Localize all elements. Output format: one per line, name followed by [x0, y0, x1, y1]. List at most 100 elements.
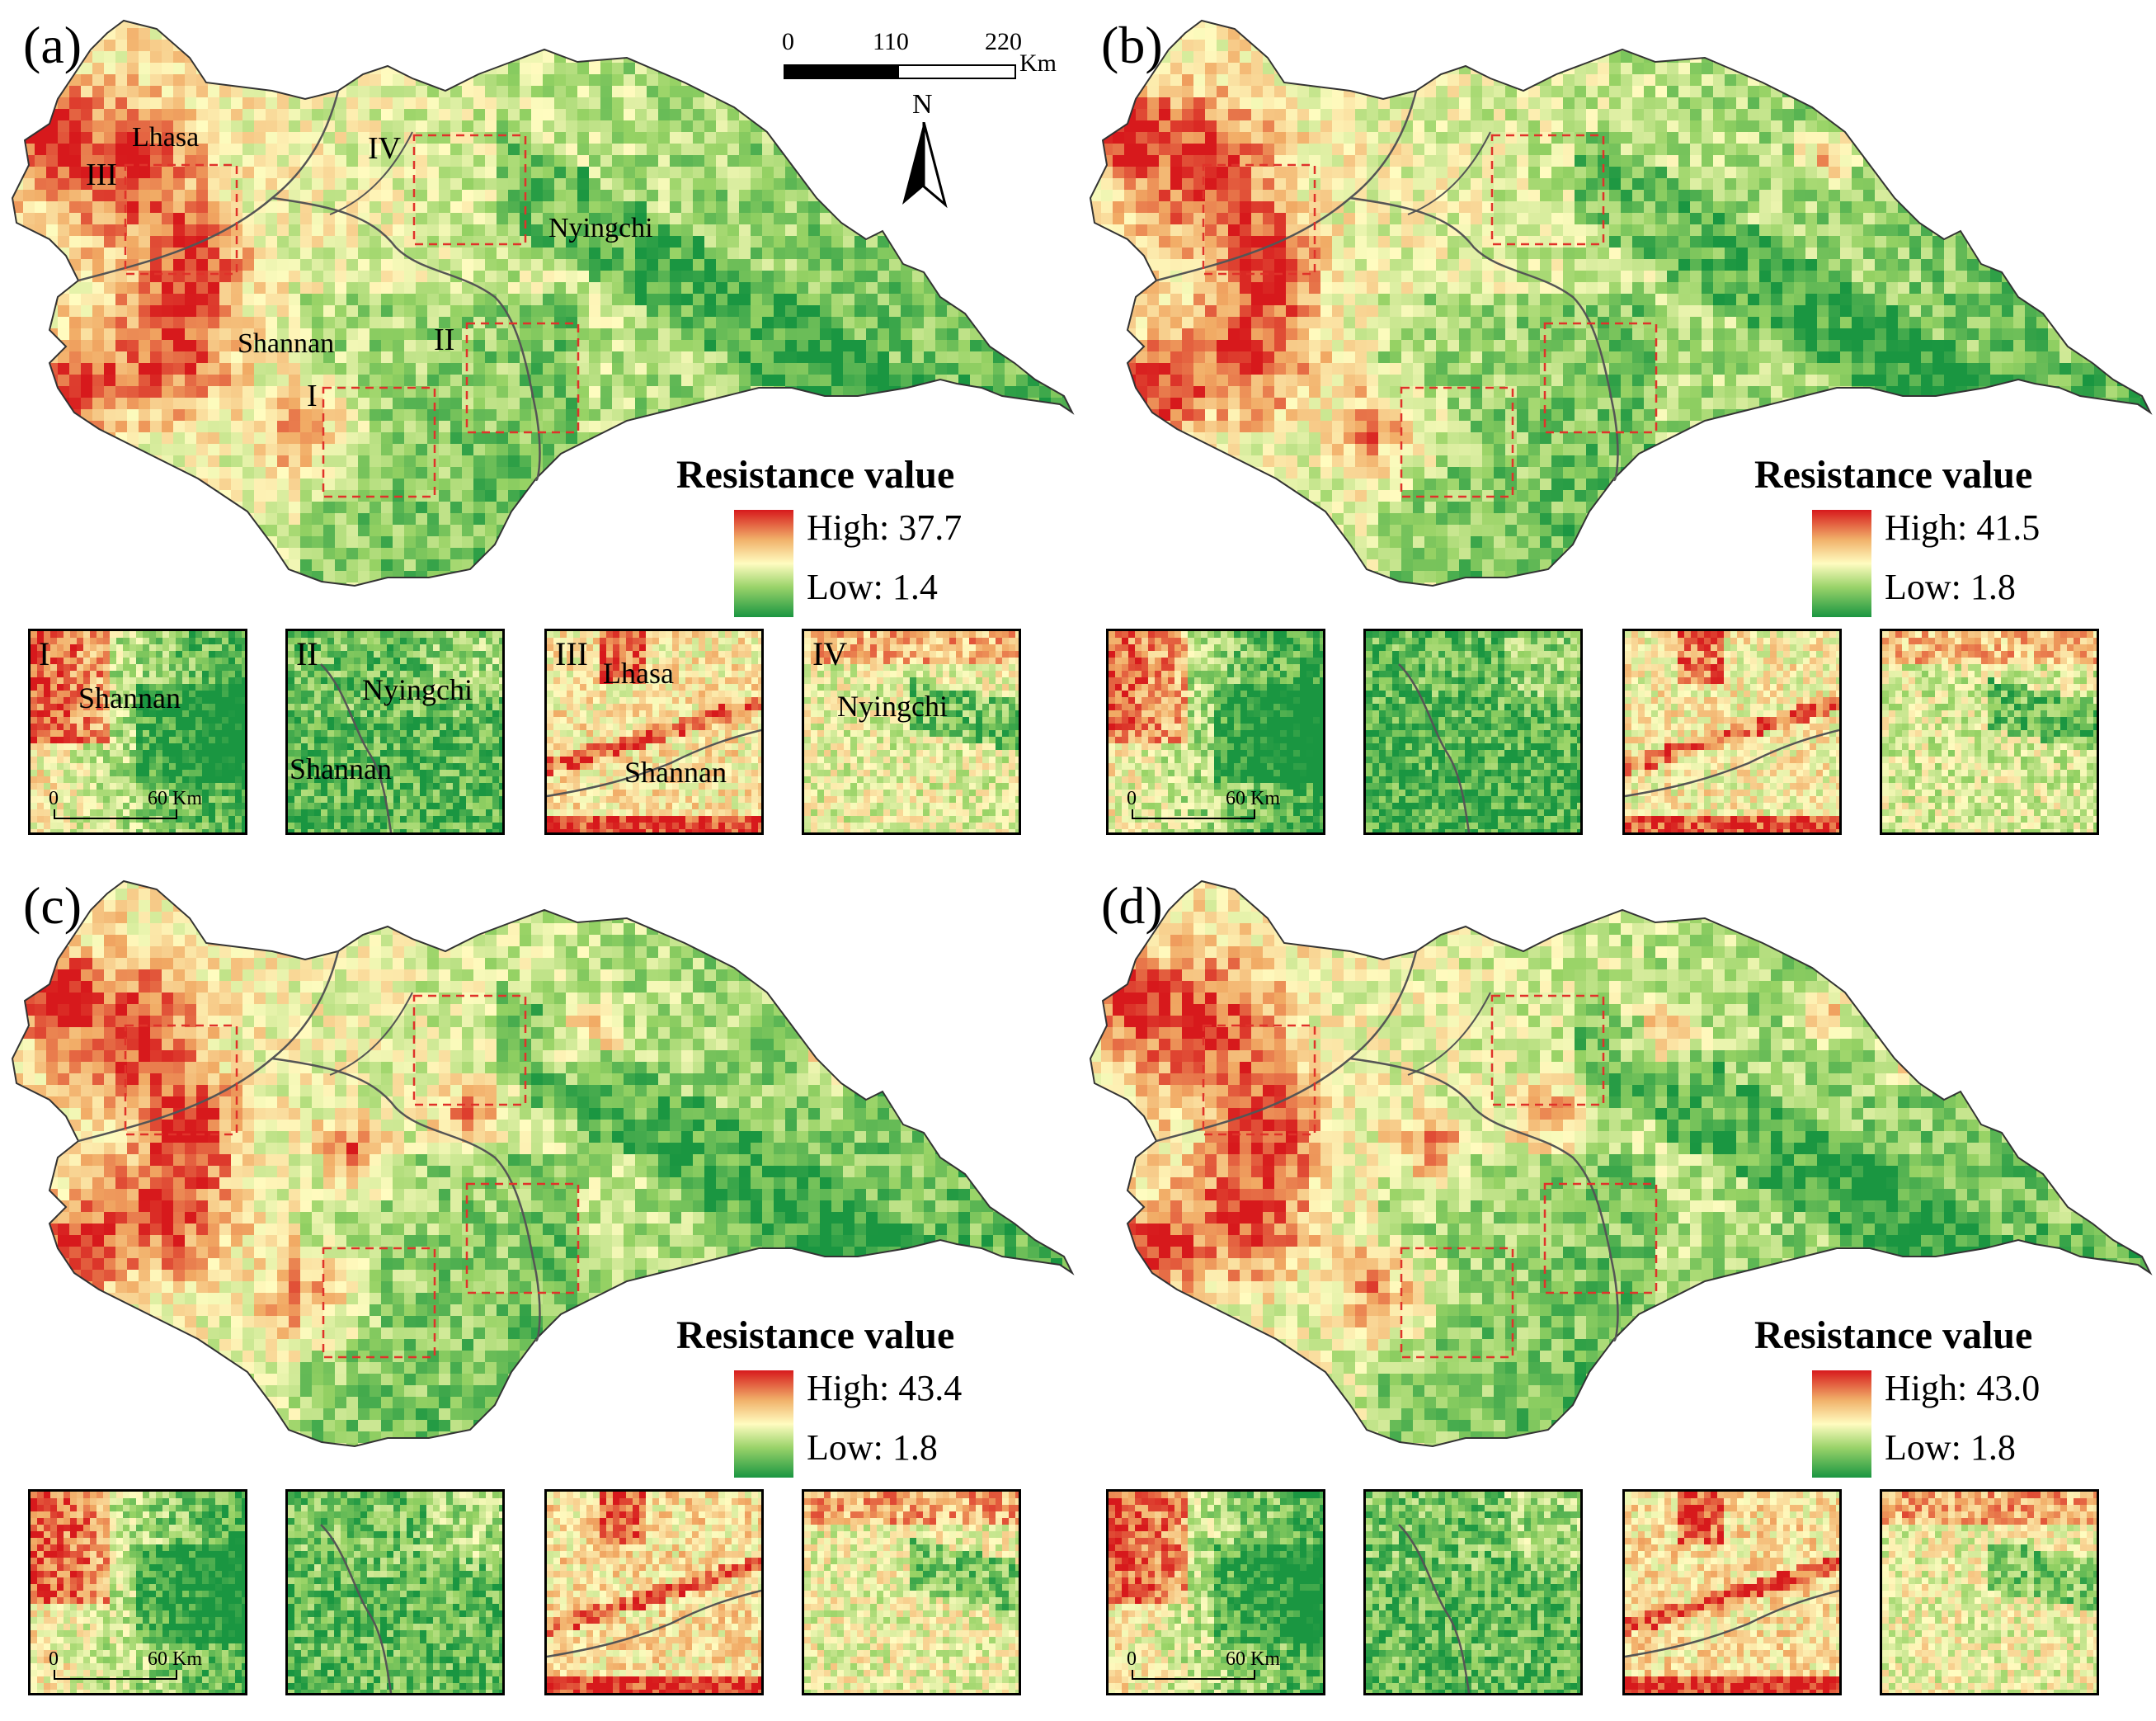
inset-scale-sixty: 60 Km — [1226, 1648, 1280, 1671]
inset-map — [804, 631, 1019, 832]
legend: Resistance value High: 43.4 Low: 1.8 — [676, 1313, 1039, 1486]
place-label-lhasa: Lhasa — [132, 122, 199, 153]
inset-scale-line — [1132, 1670, 1255, 1680]
legend: Resistance value High: 43.0 Low: 1.8 — [1754, 1313, 2117, 1486]
inset-scale-line — [54, 1670, 177, 1680]
north-letter: N — [912, 89, 933, 120]
legend-color-ramp — [734, 510, 793, 617]
scale-bar: 0 110 220 Km — [782, 28, 1062, 94]
inset-iii — [544, 1489, 764, 1695]
panel-label: (d) — [1101, 875, 1163, 936]
panel-label: (b) — [1101, 15, 1163, 76]
place-label-nyingchi: Nyingchi — [548, 213, 653, 244]
inset-iii — [1622, 629, 1842, 835]
legend-high-value: High: 43.0 — [1885, 1367, 2040, 1409]
region-label-ii: II — [434, 322, 454, 358]
inset-map — [1109, 1492, 1323, 1693]
inset-place-label: Nyingchi — [837, 689, 948, 724]
inset-iv: IV Nyingchi — [802, 629, 1021, 835]
legend-high-value: High: 43.4 — [807, 1367, 962, 1409]
resistance-map — [1089, 19, 2153, 587]
region-label-iv: IV — [368, 130, 401, 167]
panel-label: (a) — [23, 15, 82, 76]
inset-iii: III Lhasa Shannan — [544, 629, 764, 835]
inset-scale-bar: 0 60 Km — [49, 788, 202, 821]
inset-map — [1366, 1492, 1580, 1693]
scale-unit: Km — [1019, 50, 1057, 78]
region-label-i: I — [307, 378, 318, 414]
inset-place-label: Shannan — [78, 681, 181, 715]
inset-map — [547, 631, 761, 832]
inset-map — [1625, 1492, 1839, 1693]
inset-scale-sixty: 60 Km — [148, 1648, 202, 1671]
inset-scale-zero: 0 — [1127, 1648, 1137, 1671]
legend-high-value: High: 37.7 — [807, 507, 962, 549]
inset-scale-zero: 0 — [1127, 788, 1137, 810]
map-panel-a: (a) Lhasa Nyingchi Shannan I II III IV 0… — [0, 0, 1078, 860]
inset-place-label: Shannan — [624, 755, 727, 790]
legend-low-value: Low: 1.8 — [1885, 1426, 2016, 1469]
inset-map — [1882, 631, 2097, 832]
inset-map — [31, 631, 245, 832]
inset-map — [1882, 1492, 2097, 1693]
inset-ii: II Nyingchi Shannan — [285, 629, 505, 835]
legend-color-ramp — [1812, 510, 1871, 617]
legend-low-value: Low: 1.8 — [1885, 566, 2016, 608]
map-panel-b: (b) Resistance value High: 41.5 Low: 1.8… — [1078, 0, 2156, 860]
legend: Resistance value High: 37.7 Low: 1.4 — [676, 452, 1039, 625]
inset-map — [1109, 631, 1323, 832]
inset-map — [288, 1492, 502, 1693]
inset-iii — [1622, 1489, 1842, 1695]
legend-color-ramp — [1812, 1370, 1871, 1478]
inset-scale-sixty: 60 Km — [148, 788, 202, 810]
map-panel-c: (c) Resistance value High: 43.4 Low: 1.8… — [0, 860, 1078, 1721]
scale-tick-110: 110 — [873, 28, 909, 56]
inset-ii — [1363, 629, 1583, 835]
inset-ii — [1363, 1489, 1583, 1695]
resistance-map — [11, 19, 1075, 587]
legend-title: Resistance value — [676, 452, 954, 497]
inset-place-label: Lhasa — [603, 656, 674, 691]
resistance-map — [11, 879, 1075, 1448]
region-label-iii: III — [86, 157, 117, 193]
inset-iv — [1880, 629, 2099, 835]
legend-high-value: High: 41.5 — [1885, 507, 2040, 549]
inset-ii — [285, 1489, 505, 1695]
inset-scale-zero: 0 — [49, 1648, 59, 1671]
inset-place-label: Shannan — [290, 752, 392, 786]
legend-title: Resistance value — [1754, 452, 2032, 497]
legend-title: Resistance value — [676, 1313, 954, 1358]
scale-segment-black — [784, 64, 899, 79]
inset-scale-line — [54, 809, 177, 819]
legend: Resistance value High: 41.5 Low: 1.8 — [1754, 452, 2117, 625]
inset-scale-line — [1132, 809, 1255, 819]
place-label-shannan: Shannan — [238, 328, 334, 360]
north-arrow: N — [899, 89, 949, 213]
inset-scale-bar: 0 60 Km — [1127, 788, 1280, 821]
inset-numeral: III — [555, 634, 588, 673]
inset-scale-sixty: 60 Km — [1226, 788, 1280, 810]
inset-numeral: II — [296, 634, 318, 673]
inset-numeral: IV — [812, 634, 847, 673]
legend-color-ramp — [734, 1370, 793, 1478]
legend-title: Resistance value — [1754, 1313, 2032, 1358]
resistance-map — [1089, 879, 2153, 1448]
inset-numeral: I — [39, 634, 49, 673]
inset-map — [288, 631, 502, 832]
scale-tick-220: 220 — [985, 28, 1022, 56]
inset-scale-bar: 0 60 Km — [1127, 1648, 1280, 1681]
inset-i: 0 60 Km — [1106, 629, 1325, 835]
legend-low-value: Low: 1.8 — [807, 1426, 938, 1469]
inset-i: 0 60 Km — [28, 1489, 247, 1695]
inset-map — [804, 1492, 1019, 1693]
inset-i: 0 60 Km — [1106, 1489, 1325, 1695]
north-arrow-icon — [902, 122, 948, 209]
inset-place-label: Nyingchi — [362, 672, 473, 707]
inset-map — [547, 1492, 761, 1693]
inset-scale-bar: 0 60 Km — [49, 1648, 202, 1681]
scale-tick-0: 0 — [782, 28, 794, 56]
inset-map — [1366, 631, 1580, 832]
inset-map — [31, 1492, 245, 1693]
panel-label: (c) — [23, 875, 82, 936]
inset-iv — [802, 1489, 1021, 1695]
